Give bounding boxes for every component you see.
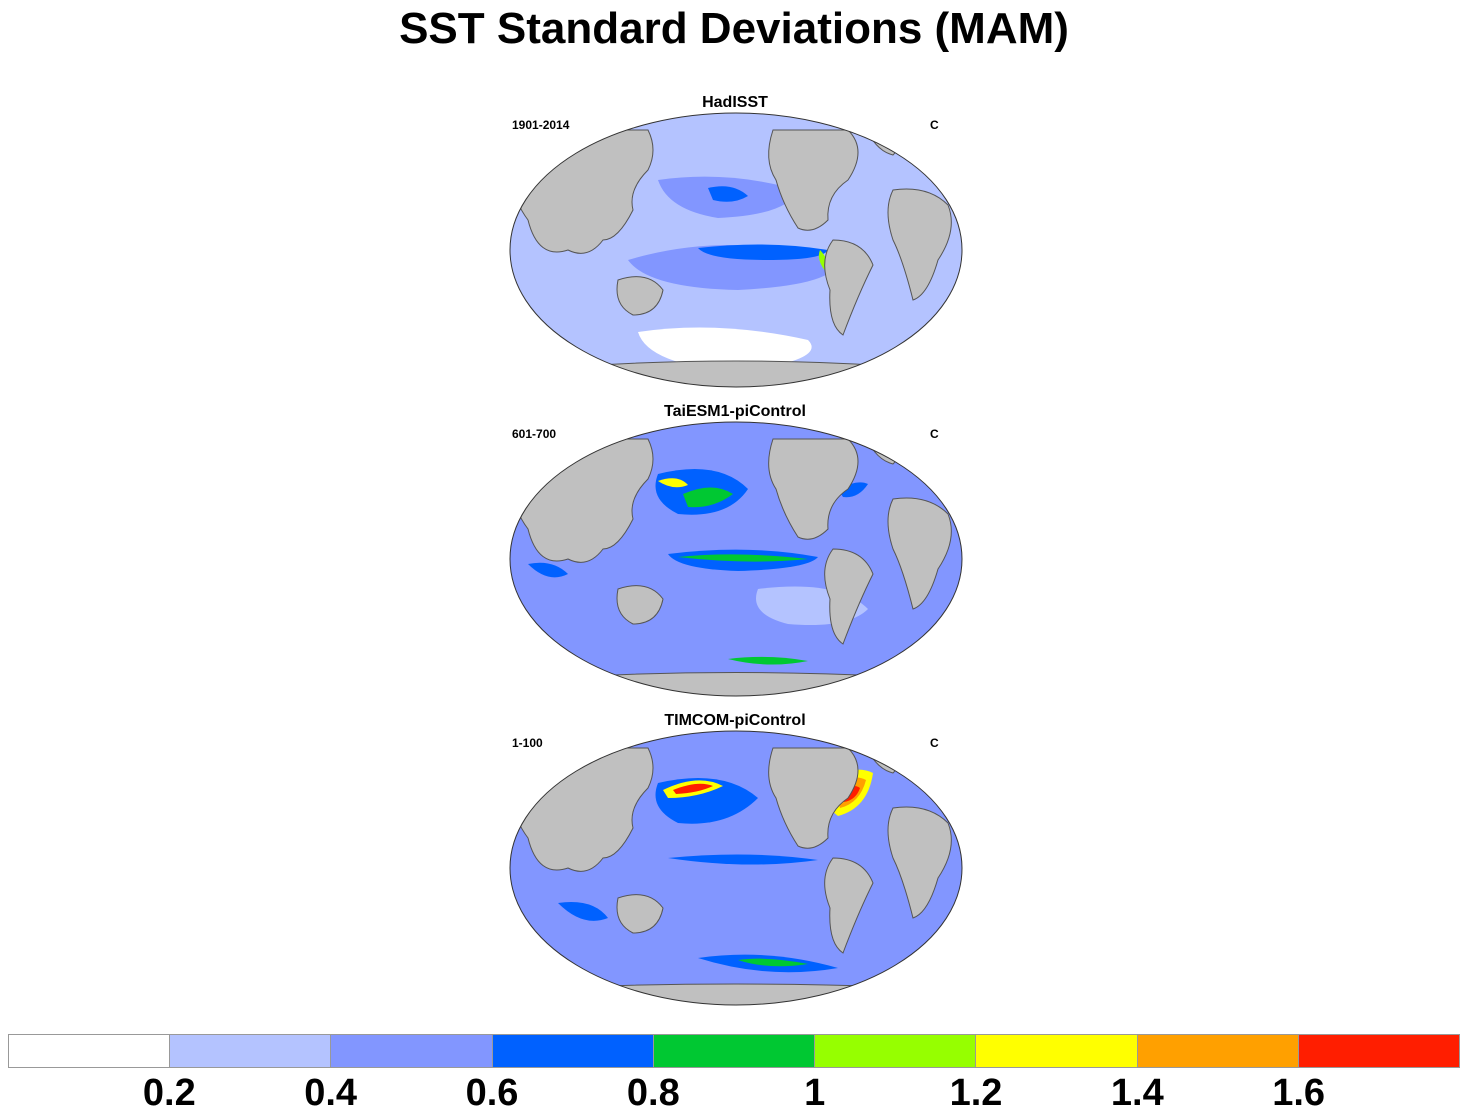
colorbar-box — [331, 1035, 493, 1067]
land-australia — [616, 276, 664, 316]
land-antarctica — [510, 360, 962, 387]
colorbar-box — [9, 1035, 171, 1067]
panel-unit-label: C — [930, 736, 939, 750]
panel-title: TaiESM1-piControl — [664, 403, 806, 420]
land-north-america — [768, 747, 859, 849]
sst-band-peak — [683, 487, 733, 508]
land-south-america — [824, 857, 874, 954]
colorbar-tick-label: 0.2 — [142, 1072, 196, 1114]
sst-band-high — [708, 186, 748, 202]
map-border — [509, 112, 963, 388]
map-panel-hadisst: HadISST 1901-2014 C — [500, 94, 970, 394]
colorbar-box — [815, 1035, 977, 1067]
map-border — [509, 421, 963, 697]
colorbar-tick-label: 1.6 — [1272, 1072, 1326, 1114]
sst-band-peak — [738, 958, 808, 967]
sst-band-high — [668, 854, 818, 865]
land-australia — [616, 894, 664, 934]
land-australia — [616, 585, 664, 625]
colorbar-tick-label: 1.4 — [1110, 1072, 1164, 1114]
land-antarctica — [510, 672, 962, 696]
land-south-america — [824, 239, 874, 336]
panel-period-label: 1-100 — [512, 736, 543, 750]
land-africa — [887, 188, 952, 301]
sst-band-peak — [678, 554, 808, 562]
colorbar-box — [1137, 1035, 1299, 1067]
panel-period-label: 601-700 — [512, 427, 557, 441]
colorbar-tick-label: 0.8 — [626, 1072, 680, 1114]
sst-map — [509, 730, 963, 1006]
colorbar-box — [492, 1035, 654, 1067]
figure-title: SST Standard Deviations (MAM) — [399, 4, 1069, 53]
panel-period-label: 1901-2014 — [512, 118, 570, 132]
sst-band-high — [698, 244, 828, 260]
map-panel-timcom: TIMCOM-piControl 1-100 C — [500, 712, 970, 1012]
colorbar-box — [653, 1035, 816, 1067]
land-africa — [887, 806, 952, 919]
sst-band-high — [558, 902, 608, 921]
land-south-america — [824, 548, 874, 645]
land-africa — [887, 497, 952, 610]
colorbar-box — [170, 1035, 332, 1067]
sst-map — [509, 112, 963, 388]
panel-unit-label: C — [930, 427, 939, 441]
colorbar-tick-label: 1.2 — [949, 1072, 1003, 1114]
colorbar — [8, 1034, 1460, 1068]
colorbar-tick-label: 1 — [804, 1072, 826, 1114]
panel-title: TIMCOM-piControl — [664, 712, 806, 729]
land-north-america — [768, 129, 859, 231]
colorbar-tick-label: 0.4 — [304, 1072, 358, 1114]
sst-map — [509, 421, 963, 697]
colorbar-tick-label: 0.6 — [465, 1072, 519, 1114]
kuroshio-peak — [673, 783, 713, 794]
map-border — [509, 730, 963, 1006]
sst-band-high — [528, 562, 568, 578]
land-north-america — [768, 438, 859, 540]
colorbar-box — [1298, 1035, 1459, 1067]
panel-title: HadISST — [702, 94, 768, 111]
map-panel-taiesm1: TaiESM1-piControl 601-700 C — [500, 403, 970, 703]
sst-band-high — [728, 656, 808, 665]
land-antarctica — [510, 983, 962, 1005]
kuroshio-high — [658, 478, 688, 488]
colorbar-box — [976, 1035, 1138, 1067]
panel-unit-label: C — [930, 118, 939, 132]
